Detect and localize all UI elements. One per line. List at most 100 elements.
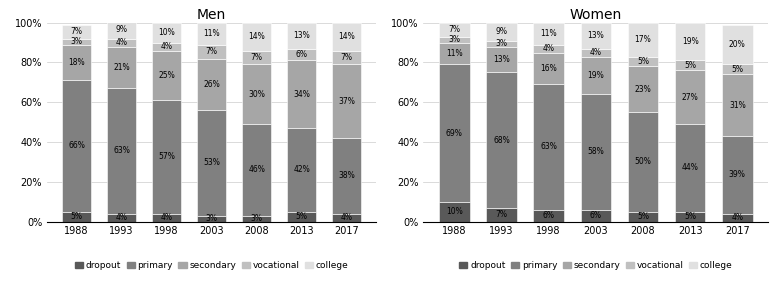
- Bar: [242, 216, 271, 222]
- Bar: [628, 23, 659, 57]
- Bar: [486, 23, 517, 41]
- Text: 68%: 68%: [493, 135, 510, 145]
- Text: 4%: 4%: [116, 213, 128, 222]
- Bar: [580, 57, 612, 94]
- Bar: [439, 43, 470, 64]
- Text: 7%: 7%: [448, 25, 460, 34]
- Bar: [628, 212, 659, 222]
- Bar: [486, 72, 517, 208]
- Text: 38%: 38%: [339, 171, 355, 180]
- Text: 69%: 69%: [446, 129, 463, 137]
- Bar: [287, 60, 316, 128]
- Bar: [62, 39, 91, 45]
- Text: 63%: 63%: [540, 143, 557, 151]
- Text: 66%: 66%: [68, 141, 85, 151]
- Text: 21%: 21%: [114, 63, 130, 72]
- Bar: [107, 88, 136, 214]
- Bar: [332, 64, 361, 138]
- Bar: [439, 37, 470, 43]
- Bar: [486, 41, 517, 47]
- Bar: [722, 25, 753, 64]
- Bar: [628, 66, 659, 112]
- Text: 23%: 23%: [634, 85, 652, 94]
- Bar: [197, 216, 227, 222]
- Bar: [722, 74, 753, 136]
- Bar: [675, 70, 706, 124]
- Bar: [152, 100, 181, 214]
- Text: 13%: 13%: [587, 31, 604, 40]
- Text: 6%: 6%: [543, 211, 555, 220]
- Text: 6%: 6%: [296, 50, 307, 59]
- Text: 3%: 3%: [251, 214, 263, 223]
- Bar: [152, 23, 181, 43]
- Text: 18%: 18%: [68, 58, 85, 67]
- Bar: [675, 212, 706, 222]
- Text: 46%: 46%: [249, 165, 265, 174]
- Bar: [722, 136, 753, 214]
- Text: 31%: 31%: [729, 101, 746, 110]
- Bar: [107, 39, 136, 47]
- Text: 37%: 37%: [338, 97, 355, 106]
- Text: 50%: 50%: [634, 157, 652, 166]
- Text: 3%: 3%: [205, 214, 218, 223]
- Legend: dropout, primary, secondary, vocational, college: dropout, primary, secondary, vocational,…: [71, 258, 352, 274]
- Text: 7%: 7%: [495, 210, 507, 219]
- Bar: [580, 49, 612, 57]
- Text: 19%: 19%: [587, 71, 604, 80]
- Bar: [287, 128, 316, 212]
- Text: 4%: 4%: [161, 42, 172, 51]
- Bar: [332, 23, 361, 51]
- Bar: [439, 202, 470, 222]
- Text: 10%: 10%: [446, 207, 463, 216]
- Bar: [332, 138, 361, 214]
- Bar: [197, 45, 227, 59]
- Text: 4%: 4%: [543, 44, 555, 53]
- Bar: [152, 214, 181, 222]
- Bar: [675, 124, 706, 212]
- Bar: [107, 21, 136, 39]
- Text: 63%: 63%: [113, 147, 130, 155]
- Bar: [242, 51, 271, 64]
- Text: 10%: 10%: [158, 28, 175, 37]
- Text: 16%: 16%: [540, 64, 557, 73]
- Bar: [675, 23, 706, 60]
- Text: 3%: 3%: [495, 39, 507, 48]
- Bar: [580, 23, 612, 49]
- Bar: [287, 212, 316, 222]
- Text: 57%: 57%: [158, 153, 175, 161]
- Text: 14%: 14%: [339, 32, 355, 41]
- Text: 7%: 7%: [205, 47, 218, 56]
- Text: 4%: 4%: [116, 38, 128, 47]
- Text: 13%: 13%: [493, 55, 510, 64]
- Text: 53%: 53%: [203, 158, 220, 167]
- Text: 7%: 7%: [251, 53, 263, 62]
- Bar: [107, 214, 136, 222]
- Bar: [486, 47, 517, 72]
- Bar: [533, 210, 564, 222]
- Text: 19%: 19%: [682, 37, 699, 46]
- Bar: [197, 23, 227, 45]
- Text: 5%: 5%: [637, 57, 649, 66]
- Bar: [332, 214, 361, 222]
- Bar: [287, 49, 316, 60]
- Text: 5%: 5%: [684, 212, 696, 221]
- Text: 39%: 39%: [729, 170, 746, 179]
- Text: 7%: 7%: [341, 53, 353, 62]
- Title: Men: Men: [197, 8, 227, 22]
- Text: 9%: 9%: [116, 25, 128, 34]
- Text: 9%: 9%: [495, 27, 507, 36]
- Title: Women: Women: [570, 8, 622, 22]
- Bar: [486, 208, 517, 222]
- Bar: [287, 23, 316, 49]
- Text: 30%: 30%: [249, 90, 265, 99]
- Bar: [628, 112, 659, 212]
- Bar: [533, 45, 564, 53]
- Text: 7%: 7%: [71, 27, 82, 36]
- Text: 11%: 11%: [446, 49, 463, 58]
- Text: 27%: 27%: [682, 93, 699, 102]
- Bar: [107, 47, 136, 88]
- Bar: [439, 23, 470, 37]
- Text: 14%: 14%: [249, 32, 265, 41]
- Bar: [242, 64, 271, 124]
- Bar: [332, 51, 361, 64]
